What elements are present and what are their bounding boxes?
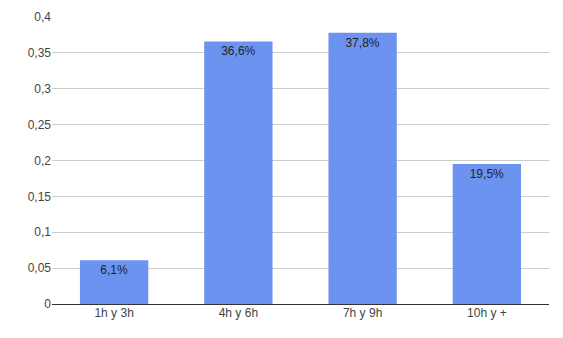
svg-text:19,5%: 19,5% [470,167,504,181]
svg-text:10h y +: 10h y + [467,306,507,320]
svg-text:0,1: 0,1 [34,225,51,239]
svg-text:0,15: 0,15 [28,190,52,204]
svg-text:36,6%: 36,6% [221,44,255,58]
svg-text:0,3: 0,3 [34,82,51,96]
svg-text:6,1%: 6,1% [100,263,128,277]
svg-text:0,05: 0,05 [28,261,52,275]
svg-text:0,4: 0,4 [34,10,51,24]
svg-text:0,2: 0,2 [34,154,51,168]
svg-text:0: 0 [44,297,51,311]
svg-text:7h y 9h: 7h y 9h [343,306,382,320]
svg-text:4h y 6h: 4h y 6h [219,306,258,320]
svg-text:37,8%: 37,8% [345,36,379,50]
svg-text:0,35: 0,35 [28,46,52,60]
svg-text:1h y 3h: 1h y 3h [94,306,133,320]
svg-text:0,25: 0,25 [28,118,52,132]
